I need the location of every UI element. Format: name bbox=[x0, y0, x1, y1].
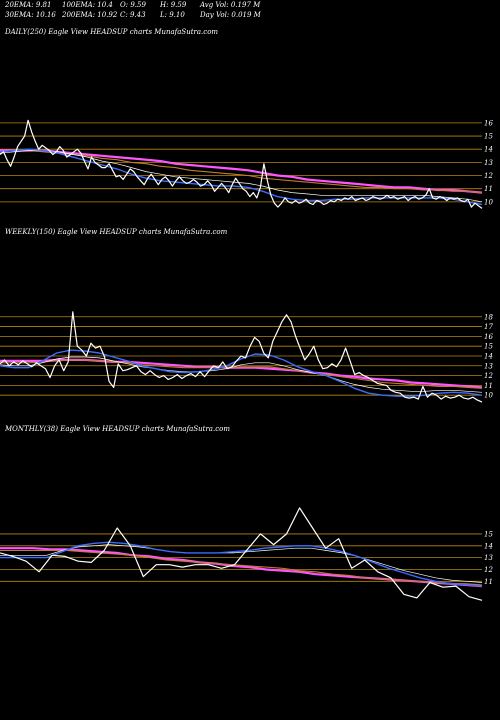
header-open: O: 9.59 bbox=[120, 1, 146, 9]
header-ema20: 20EMA: 9.81 bbox=[5, 1, 52, 9]
header-low: L: 9.10 bbox=[160, 11, 185, 19]
weekly-ema20-line bbox=[0, 349, 483, 397]
header-ema200: 200EMA: 10.92 bbox=[62, 11, 118, 19]
daily-ema30-line bbox=[0, 150, 483, 203]
header-high: H: 9.59 bbox=[160, 1, 187, 9]
monthly-ema20-line bbox=[0, 541, 483, 587]
header-ema100: 100EMA: 10.4 bbox=[62, 1, 113, 9]
daily-price-line bbox=[0, 119, 483, 209]
weekly-tick-label-18: 18 bbox=[484, 313, 493, 321]
weekly-panel-title: WEEKLY(150) Eagle View HEADSUP charts Mu… bbox=[5, 228, 228, 236]
daily-ema200-line bbox=[0, 149, 483, 194]
header-ema30: 30EMA: 10.16 bbox=[5, 11, 56, 19]
weekly-tick-label-13: 13 bbox=[484, 362, 493, 370]
monthly-panel-title: MONTHLY(38) Eagle View HEADSUP charts Mu… bbox=[5, 425, 230, 433]
daily-tick-label-14: 14 bbox=[484, 146, 493, 154]
monthly-ema30-line bbox=[0, 544, 483, 583]
header-dayvol: Day Vol: 0.019 M bbox=[200, 11, 261, 19]
daily-tick-label-13: 13 bbox=[484, 159, 493, 167]
monthly-tick-label-11: 11 bbox=[484, 578, 493, 586]
daily-ema20-line bbox=[0, 148, 483, 206]
weekly-ema30-line bbox=[0, 356, 483, 393]
weekly-tick-label-12: 12 bbox=[484, 372, 493, 380]
weekly-tick-label-17: 17 bbox=[484, 323, 493, 331]
weekly-ema200-line bbox=[0, 358, 483, 389]
daily-tick-label-15: 15 bbox=[484, 133, 493, 141]
monthly-price-line bbox=[0, 507, 483, 601]
weekly-ema100-line bbox=[0, 359, 483, 389]
daily-tick-label-12: 12 bbox=[484, 172, 493, 180]
weekly-tick-label-11: 11 bbox=[484, 382, 493, 390]
header-close: C: 9.43 bbox=[120, 11, 146, 19]
header-avgvol: Avg Vol: 0.197 M bbox=[200, 1, 261, 9]
monthly-tick-label-13: 13 bbox=[484, 554, 493, 562]
daily-panel-title: DAILY(250) Eagle View HEADSUP charts Mun… bbox=[5, 28, 219, 36]
weekly-tick-label-16: 16 bbox=[484, 333, 493, 341]
weekly-tick-label-14: 14 bbox=[484, 352, 493, 360]
monthly-tick-label-15: 15 bbox=[484, 530, 493, 538]
monthly-tick-label-12: 12 bbox=[484, 566, 493, 574]
weekly-price-line bbox=[0, 311, 483, 403]
weekly-tick-label-15: 15 bbox=[484, 343, 493, 351]
daily-ema100-line bbox=[0, 149, 483, 194]
daily-tick-label-10: 10 bbox=[484, 198, 493, 206]
monthly-ema100-line bbox=[0, 549, 483, 586]
daily-tick-label-11: 11 bbox=[484, 185, 493, 193]
daily-tick-label-16: 16 bbox=[484, 119, 493, 127]
monthly-tick-label-14: 14 bbox=[484, 542, 493, 550]
weekly-tick-label-10: 10 bbox=[484, 392, 493, 400]
